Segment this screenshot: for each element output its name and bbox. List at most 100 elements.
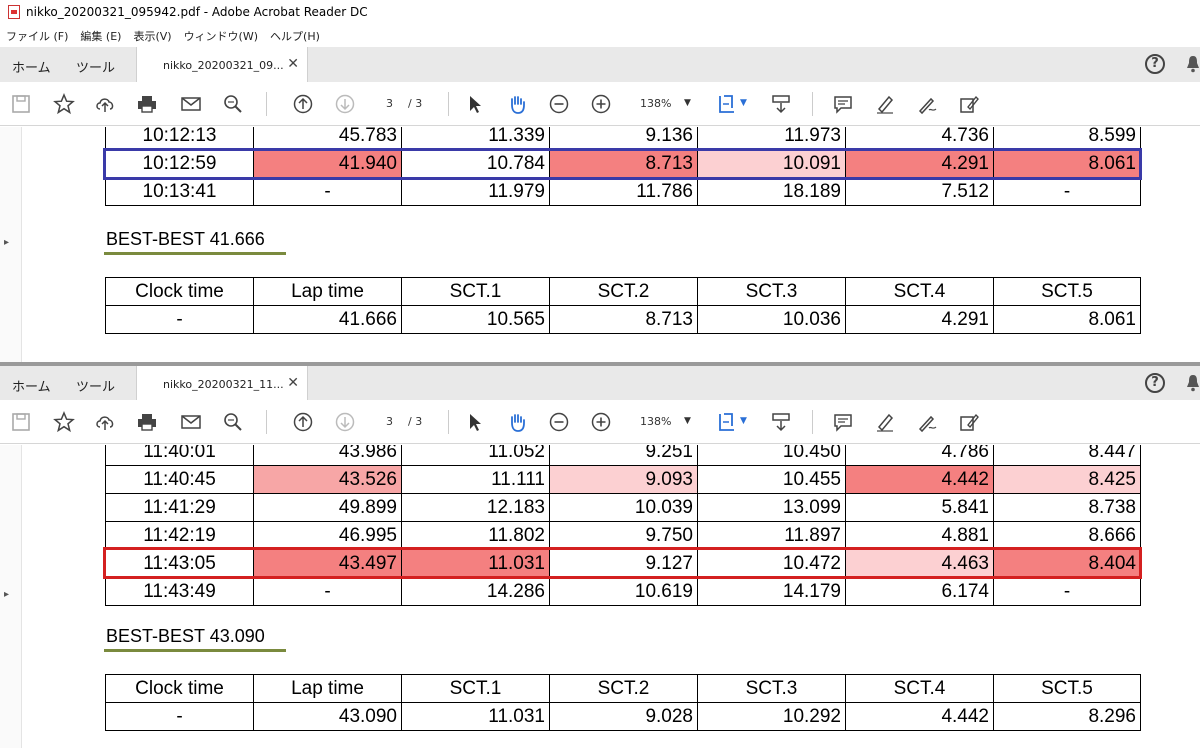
best-underline — [104, 252, 286, 255]
hand-tool-icon[interactable] — [506, 411, 528, 433]
star-icon[interactable] — [53, 411, 75, 433]
best-lap-box — [103, 148, 1142, 180]
page-fit-icon[interactable] — [716, 93, 738, 115]
zoom-dropdown-icon[interactable]: ▼ — [684, 416, 691, 426]
table-cell: 11.802 — [401, 521, 550, 550]
highlight-pen-icon[interactable] — [874, 93, 896, 115]
table-cell: 10.455 — [697, 465, 846, 494]
close-icon[interactable]: ✕ — [287, 375, 299, 391]
fit-dropdown-icon[interactable]: ▼ — [740, 416, 747, 426]
table-cell: - — [105, 702, 254, 731]
comment-icon[interactable] — [832, 411, 854, 433]
table-cell: 43.497 — [253, 549, 402, 578]
column-header: Lap time — [253, 277, 402, 306]
table-cell: 18.189 — [697, 177, 846, 206]
menu-view[interactable]: 表示(V) — [133, 30, 172, 43]
zoom-select[interactable]: 138% — [640, 97, 672, 110]
column-header: SCT.5 — [993, 277, 1141, 306]
scroll-mode-icon[interactable] — [770, 93, 792, 115]
print-icon[interactable] — [136, 93, 158, 115]
nav-tools-tab[interactable]: ツール — [76, 61, 116, 76]
save-icon[interactable] — [10, 93, 32, 115]
table-cell: 8.666 — [993, 521, 1141, 550]
page-number-input[interactable]: 3 — [386, 97, 393, 110]
table-row: 10:12:13 45.783 11.339 9.136 11.973 4.73… — [105, 127, 1141, 150]
zoom-in-icon[interactable] — [590, 411, 612, 433]
table-cell: 10.292 — [697, 702, 846, 731]
zoom-out-icon[interactable] — [548, 93, 570, 115]
menu-file[interactable]: ファイル (F) — [6, 30, 69, 43]
zoom-select[interactable]: 138% — [640, 415, 672, 428]
next-page-icon[interactable] — [334, 93, 356, 115]
search-icon[interactable] — [222, 411, 244, 433]
document-tab[interactable]: nikko_20200321_11... ✕ — [136, 366, 308, 402]
table-cell: 45.783 — [253, 127, 402, 150]
title-bar: nikko_20200321_095942.pdf - Adobe Acroba… — [0, 0, 1200, 24]
search-icon[interactable] — [222, 93, 244, 115]
table-cell: 4.736 — [845, 127, 994, 150]
table-cell: 9.028 — [549, 702, 698, 731]
page-number-input[interactable]: 3 — [386, 415, 393, 428]
page-total: / 3 — [408, 415, 423, 428]
menu-bar: ファイル (F) 編集 (E) 表示(V) ウィンドウ(W) ヘルプ(H) — [0, 26, 1200, 46]
sign-icon[interactable] — [916, 93, 938, 115]
table-cell: 49.899 — [253, 493, 402, 522]
sign-icon[interactable] — [916, 411, 938, 433]
table-row: 10:13:41 - 11.979 11.786 18.189 7.512 - — [105, 177, 1141, 206]
table-cell: 8.713 — [549, 305, 698, 334]
table-cell: 13.099 — [697, 493, 846, 522]
zoom-out-icon[interactable] — [548, 411, 570, 433]
prev-page-icon[interactable] — [292, 411, 314, 433]
column-header: SCT.3 — [697, 277, 846, 306]
expand-panel-icon[interactable]: ▸ — [4, 237, 10, 248]
table-cell: 11:43:05 — [105, 549, 254, 578]
nav-tools-tab[interactable]: ツール — [76, 380, 116, 395]
star-icon[interactable] — [53, 93, 75, 115]
fit-dropdown-icon[interactable]: ▼ — [740, 98, 747, 108]
zoom-in-icon[interactable] — [590, 93, 612, 115]
print-icon[interactable] — [136, 411, 158, 433]
select-cursor-icon[interactable] — [464, 93, 486, 115]
help-icon[interactable]: ? — [1145, 373, 1165, 393]
help-icon[interactable]: ? — [1145, 54, 1165, 74]
mail-icon[interactable] — [180, 93, 202, 115]
comment-icon[interactable] — [832, 93, 854, 115]
save-icon[interactable] — [10, 411, 32, 433]
document-tab[interactable]: nikko_20200321_09... ✕ — [136, 47, 308, 83]
page-fit-icon[interactable] — [716, 411, 738, 433]
expand-panel-icon[interactable]: ▸ — [4, 589, 10, 600]
table-cell: 6.174 — [845, 577, 994, 606]
prev-page-icon[interactable] — [292, 93, 314, 115]
table-row: 11:43:05 43.497 11.031 9.127 10.472 4.46… — [105, 549, 1141, 578]
table-cell: 43.986 — [253, 445, 402, 466]
document-view[interactable]: ▸ 10:12:13 45.783 11.339 9.136 11.973 4.… — [0, 127, 1200, 362]
hand-tool-icon[interactable] — [506, 93, 528, 115]
nav-home-tab[interactable]: ホーム — [12, 380, 51, 395]
document-view[interactable]: ▸ 11:40:01 43.986 11.052 9.251 10.450 4.… — [0, 445, 1200, 748]
table-cell: 11:40:01 — [105, 445, 254, 466]
menu-window[interactable]: ウィンドウ(W) — [183, 30, 259, 43]
menu-help[interactable]: ヘルプ(H) — [270, 30, 320, 43]
table-cell: 8.447 — [993, 445, 1141, 466]
mail-icon[interactable] — [180, 411, 202, 433]
fill-sign-icon[interactable] — [958, 93, 980, 115]
next-page-icon[interactable] — [334, 411, 356, 433]
highlight-pen-icon[interactable] — [874, 411, 896, 433]
nav-home-tab[interactable]: ホーム — [12, 61, 51, 76]
scroll-mode-icon[interactable] — [770, 411, 792, 433]
close-icon[interactable]: ✕ — [287, 56, 299, 72]
menu-edit[interactable]: 編集 (E) — [80, 30, 122, 43]
zoom-dropdown-icon[interactable]: ▼ — [684, 98, 691, 108]
bell-icon[interactable] — [1186, 55, 1200, 73]
document-tab-label: nikko_20200321_09... — [163, 59, 284, 72]
table-cell: 14.179 — [697, 577, 846, 606]
table-cell: - — [993, 577, 1141, 606]
cloud-upload-icon[interactable] — [94, 93, 116, 115]
select-cursor-icon[interactable] — [464, 411, 486, 433]
column-header: SCT.3 — [697, 674, 846, 703]
cloud-upload-icon[interactable] — [94, 411, 116, 433]
fill-sign-icon[interactable] — [958, 411, 980, 433]
bell-icon[interactable] — [1186, 374, 1200, 392]
column-header: Lap time — [253, 674, 402, 703]
column-header: Clock time — [105, 674, 254, 703]
